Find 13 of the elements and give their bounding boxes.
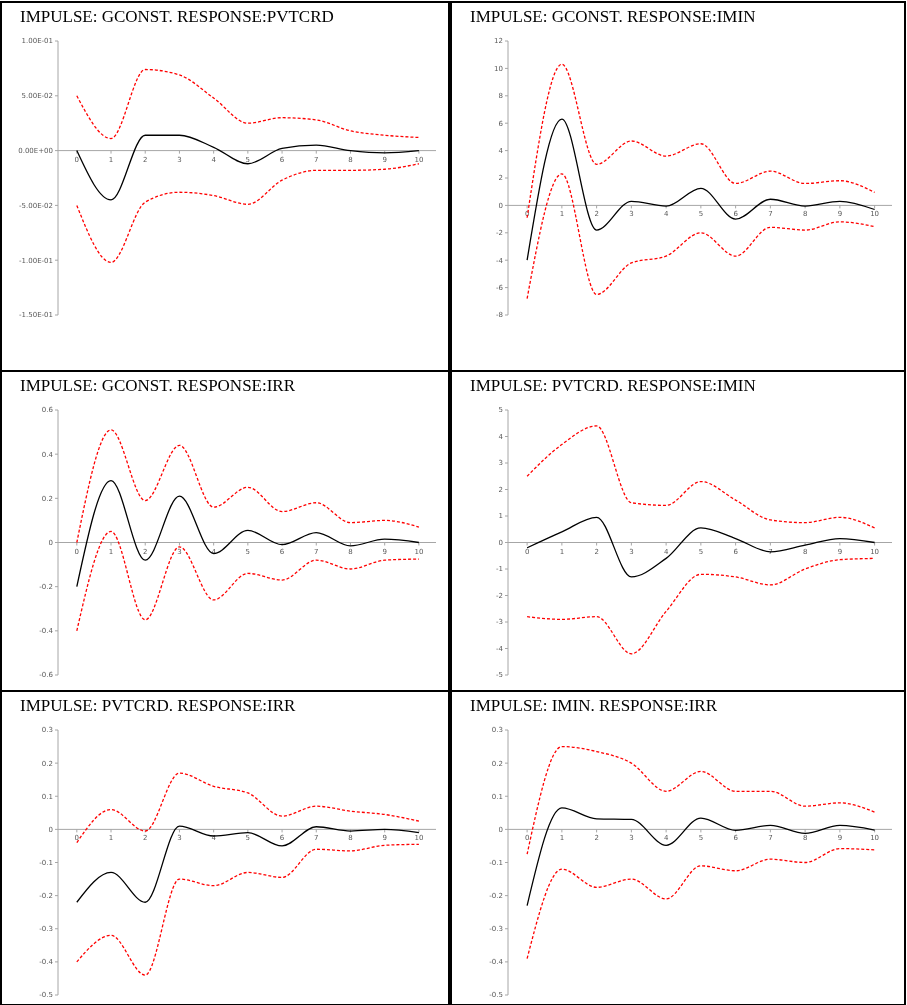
chart-title: IMPULSE: PVTCRD. RESPONSE:IRR xyxy=(20,696,297,715)
chart-title: IMPULSE: GCONST. RESPONSE:IRR xyxy=(20,376,296,395)
chart-title: IMPULSE: GCONST. RESPONSE:IMIN xyxy=(470,7,756,26)
line-series xyxy=(526,557,876,655)
line-series xyxy=(526,425,876,529)
chart-title: IMPULSE: PVTCRD. RESPONSE:IMIN xyxy=(470,376,756,395)
line-series xyxy=(76,843,420,976)
line-series xyxy=(526,847,876,960)
line-series xyxy=(76,163,420,264)
line-series xyxy=(76,68,420,140)
line-series xyxy=(76,429,420,544)
chart-title: IMPULSE: GCONST. RESPONSE:PVTCRD xyxy=(20,7,334,26)
chart-title: IMPULSE: IMIN. RESPONSE:IRR xyxy=(470,696,718,715)
